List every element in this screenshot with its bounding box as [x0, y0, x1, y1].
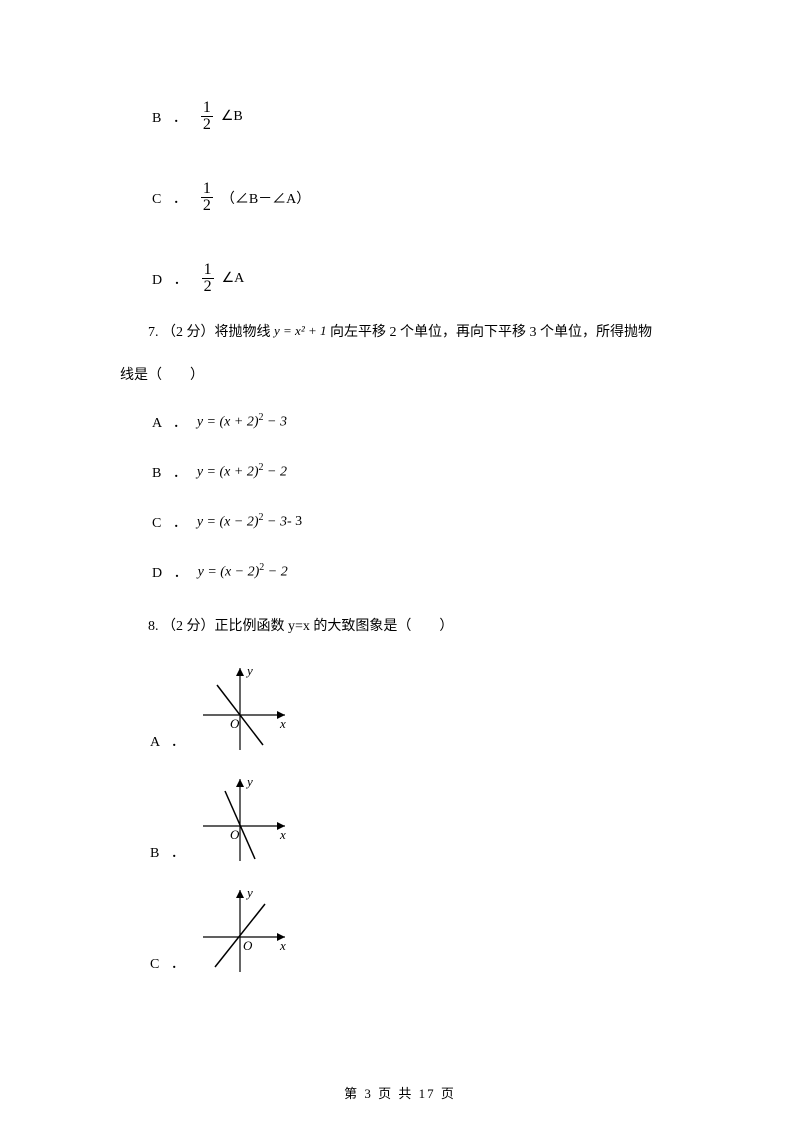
angle-text: （∠B－∠A）: [221, 188, 310, 208]
q7-option-c: C ． y = (x − 2)2 − 3 - 3: [120, 512, 680, 532]
formula: y = (x − 2)2 − 2: [198, 562, 288, 581]
angle-text: ∠A: [222, 270, 245, 287]
page-footer: 第 3 页 共 17 页: [0, 1083, 800, 1102]
option-label: A ．: [150, 731, 189, 755]
q7-stem-line1: 7. （2 分）将抛物线 y = x² + 1 向左平移 2 个单位，再向下平移…: [120, 317, 680, 349]
q8-option-a: A ． y x O: [120, 660, 680, 755]
svg-text:x: x: [279, 938, 286, 953]
graph-neg-slope: y x O: [195, 660, 295, 755]
q7-stem-line2: 线是（ ）: [120, 361, 680, 392]
q6-option-b: B ． 1 2 ∠B: [120, 100, 680, 133]
extra-text: - 3: [287, 514, 302, 530]
q7-option-a: A ． y = (x + 2)2 − 3: [120, 412, 680, 432]
q7-formula: y = x² + 1: [274, 323, 326, 338]
question-8: 8. （2 分）正比例函数 y=x 的大致图象是（ ） A ． y x O B …: [120, 612, 680, 978]
option-label: B ．: [150, 842, 189, 866]
fraction-one-half: 1 2: [202, 262, 214, 295]
svg-text:O: O: [230, 827, 240, 842]
graph-pos-slope: y x O: [195, 882, 295, 977]
angle-text: ∠B: [221, 108, 243, 125]
formula: y = (x + 2)2 − 2: [197, 462, 287, 481]
fraction-one-half: 1 2: [201, 181, 213, 214]
fraction-one-half: 1 2: [201, 100, 213, 133]
option-label: D ．: [152, 269, 192, 289]
svg-text:x: x: [279, 827, 286, 842]
q8-option-c: C ． y x O: [120, 882, 680, 977]
svg-text:x: x: [279, 716, 286, 731]
formula: y = (x − 2)2 − 3: [197, 512, 287, 531]
q7-option-b: B ． y = (x + 2)2 − 2: [120, 462, 680, 482]
option-label: B ．: [152, 107, 191, 127]
option-label: C ．: [150, 953, 189, 977]
svg-text:y: y: [245, 774, 253, 789]
q8-option-b: B ． y x O: [120, 771, 680, 866]
svg-text:O: O: [243, 938, 253, 953]
svg-text:y: y: [245, 663, 253, 678]
q7-options: A ． y = (x + 2)2 − 3 B ． y = (x + 2)2 − …: [120, 412, 680, 582]
q6-option-d: D ． 1 2 ∠A: [120, 262, 680, 295]
question-7: 7. （2 分）将抛物线 y = x² + 1 向左平移 2 个单位，再向下平移…: [120, 317, 680, 582]
svg-text:y: y: [245, 885, 253, 900]
q7-option-d: D ． y = (x − 2)2 − 2: [120, 562, 680, 582]
svg-text:O: O: [230, 716, 240, 731]
q8-stem: 8. （2 分）正比例函数 y=x 的大致图象是（ ）: [120, 612, 680, 643]
option-label: C ．: [152, 188, 191, 208]
q6-option-c: C ． 1 2 （∠B－∠A）: [120, 181, 680, 214]
graph-neg-slope: y x O: [195, 771, 295, 866]
formula: y = (x + 2)2 − 3: [197, 412, 287, 431]
